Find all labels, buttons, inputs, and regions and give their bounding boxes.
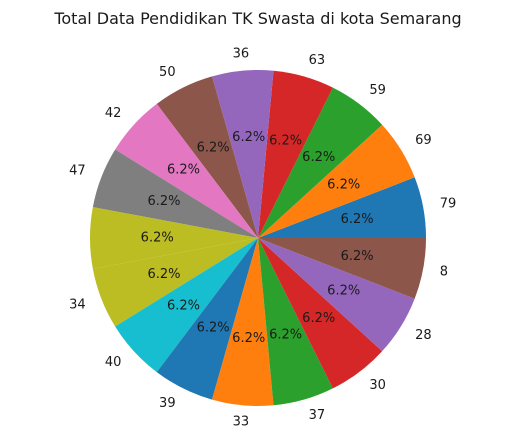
percent-label-15: 6.2% bbox=[327, 284, 360, 299]
percent-label-9: 6.2% bbox=[147, 267, 180, 282]
pie-slice-0 bbox=[258, 177, 426, 238]
chart-title: Total Data Pendidikan TK Swasta di kota … bbox=[53, 9, 461, 28]
pie-slice-9 bbox=[92, 238, 258, 327]
slice-label-15: 28 bbox=[415, 328, 432, 343]
pie-slice-8 bbox=[89, 207, 258, 269]
percent-label-7: 6.2% bbox=[147, 194, 180, 209]
slice-label-2: 59 bbox=[369, 83, 386, 98]
slice-label-16: 8 bbox=[440, 265, 448, 280]
pie-slice-12 bbox=[212, 238, 274, 406]
slice-label-10: 40 bbox=[105, 355, 122, 370]
percent-label-12: 6.2% bbox=[232, 331, 265, 346]
slice-label-1: 69 bbox=[415, 133, 432, 148]
percent-label-2: 6.2% bbox=[302, 150, 335, 165]
percent-label-10: 6.2% bbox=[167, 298, 200, 313]
slice-label-12: 33 bbox=[233, 415, 250, 430]
percent-label-16: 6.2% bbox=[341, 249, 374, 264]
slice-label-9: 34 bbox=[69, 297, 86, 312]
percent-label-4: 6.2% bbox=[232, 130, 265, 145]
pie-slice-10 bbox=[115, 238, 258, 373]
slice-label-6: 42 bbox=[105, 106, 122, 121]
pie-slices bbox=[89, 70, 426, 406]
pie-slice-4 bbox=[212, 70, 274, 238]
percent-label-5: 6.2% bbox=[197, 140, 230, 155]
slice-label-0: 79 bbox=[440, 197, 457, 212]
percent-label-14: 6.2% bbox=[302, 311, 335, 326]
pie-labels: 79 6.2% 69 6.2% 59 6.2% 63 6.2% 36 6.2% 50 6.2% 42 6.… bbox=[69, 47, 456, 430]
pie-slice-3 bbox=[258, 70, 333, 238]
percent-label-6: 6.2% bbox=[167, 163, 200, 178]
pie-slice-1 bbox=[258, 124, 415, 238]
slice-label-11: 39 bbox=[159, 396, 176, 411]
slice-label-5: 50 bbox=[159, 65, 176, 80]
pie-slice-13 bbox=[258, 238, 333, 406]
percent-label-8: 6.2% bbox=[141, 231, 174, 246]
percent-label-0: 6.2% bbox=[341, 212, 374, 227]
pie-slice-6 bbox=[115, 103, 258, 239]
slice-label-4: 36 bbox=[233, 47, 250, 62]
slice-label-3: 63 bbox=[309, 53, 326, 68]
percent-label-13: 6.2% bbox=[269, 328, 302, 343]
percent-label-1: 6.2% bbox=[327, 177, 360, 192]
pie-slice-11 bbox=[156, 238, 258, 400]
percent-label-3: 6.2% bbox=[269, 134, 302, 149]
pie-slice-16 bbox=[258, 238, 426, 299]
pie-slice-2 bbox=[258, 87, 383, 238]
pie-slice-7 bbox=[92, 149, 258, 238]
pie-slice-15 bbox=[258, 238, 415, 352]
slice-label-13: 37 bbox=[309, 408, 326, 423]
percent-label-11: 6.2% bbox=[197, 321, 230, 336]
pie-slice-5 bbox=[156, 76, 258, 238]
slice-label-7: 47 bbox=[69, 164, 86, 179]
slice-label-14: 30 bbox=[369, 378, 386, 393]
pie-slice-14 bbox=[258, 238, 383, 389]
